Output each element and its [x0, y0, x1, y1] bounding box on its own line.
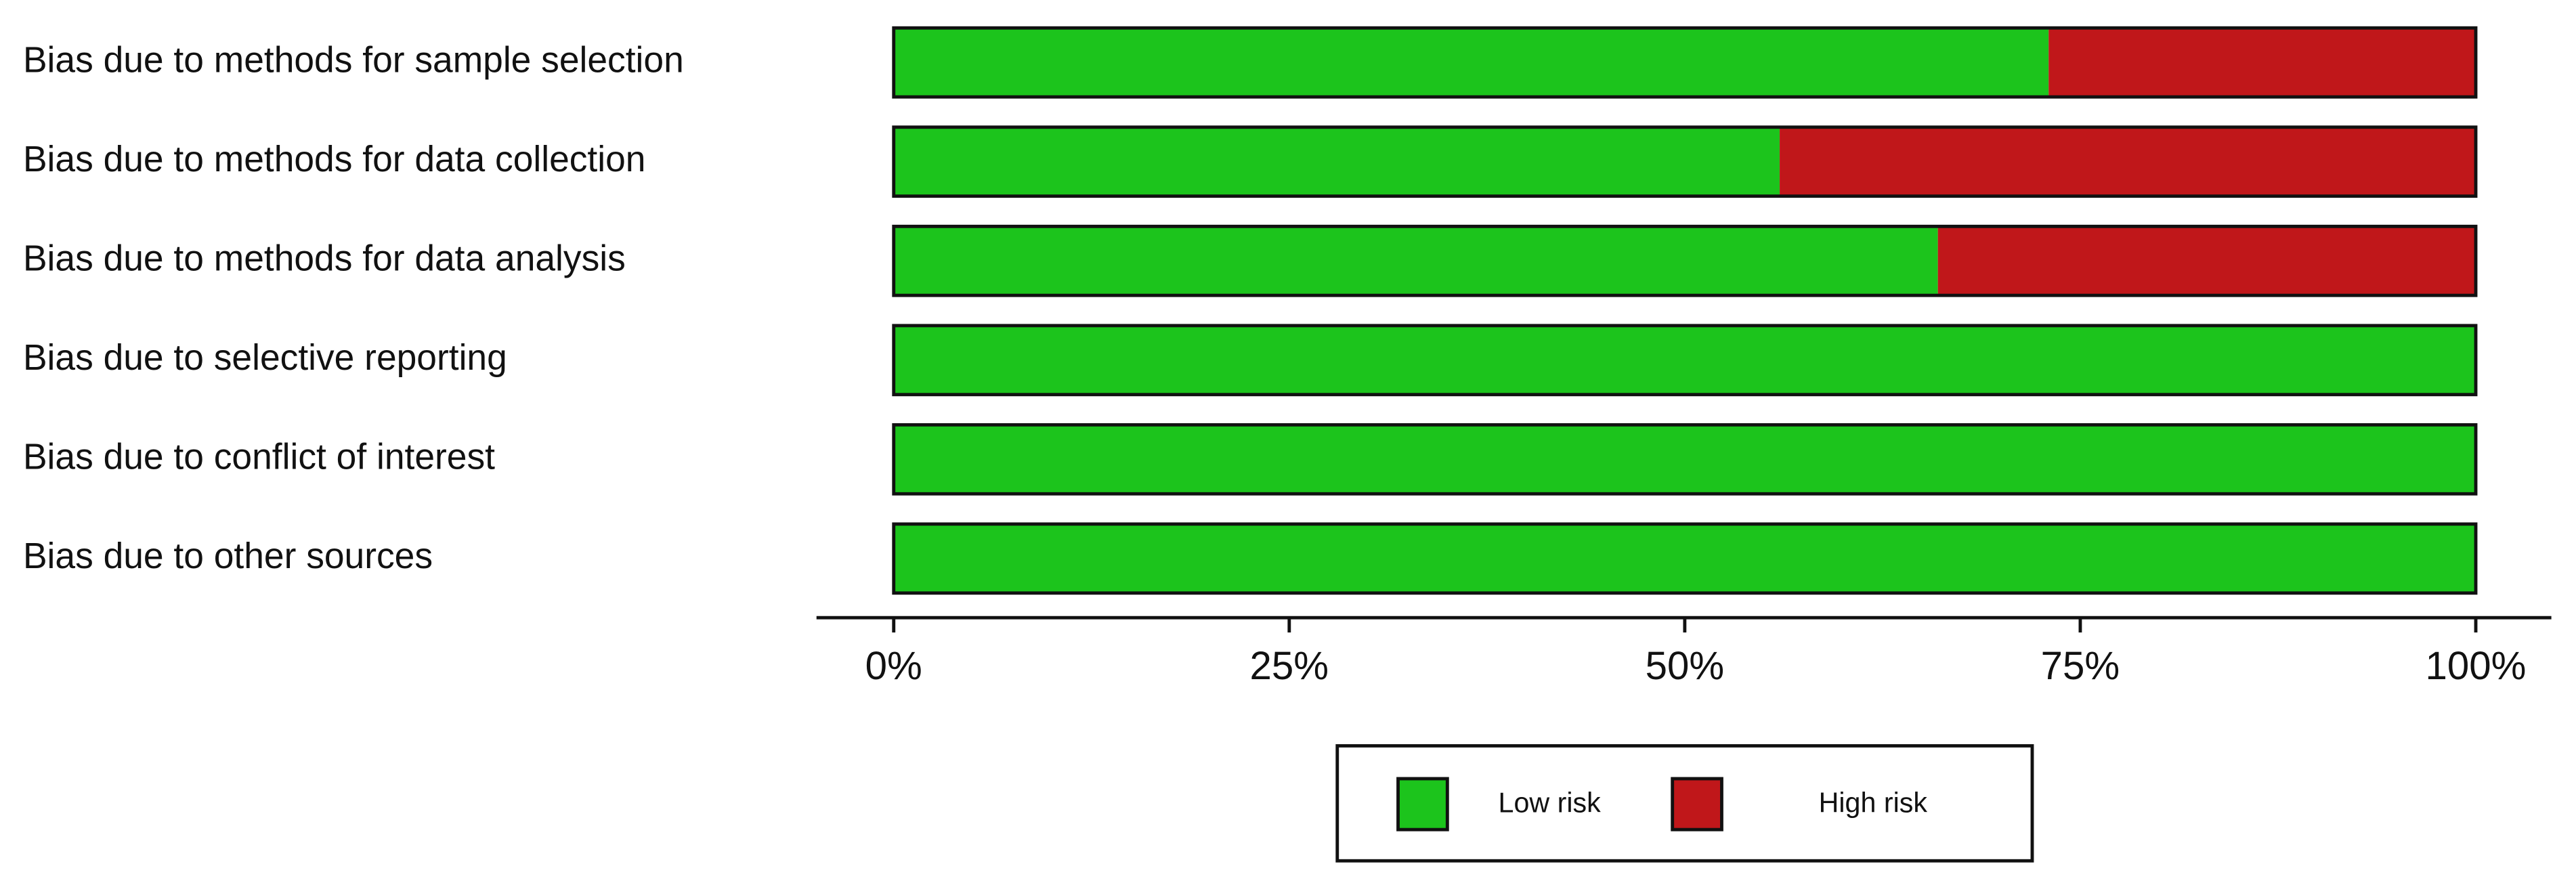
- x-tick-label: 100%: [2426, 644, 2527, 688]
- category-label: Bias due to methods for data collection: [23, 139, 646, 179]
- x-tick-label: 25%: [1250, 644, 1329, 688]
- x-tick-label: 75%: [2041, 644, 2120, 688]
- category-label: Bias due to conflict of interest: [23, 437, 495, 477]
- bar-segment: [2048, 28, 2476, 98]
- bar-segment: [893, 325, 2476, 395]
- bar-outline: [892, 324, 2478, 397]
- x-tick-label: 0%: [865, 644, 922, 688]
- category-label: Bias due to selective reporting: [23, 338, 507, 378]
- bar-segment: [893, 523, 2476, 593]
- bar-outline: [892, 224, 2478, 297]
- category-label: Bias due to methods for sample selection: [23, 40, 684, 80]
- bar-outline: [892, 26, 2478, 99]
- bar-segment: [1780, 127, 2476, 196]
- bar-outline: [892, 125, 2478, 198]
- bar-segment: [893, 425, 2476, 494]
- category-label: Bias due to methods for data analysis: [23, 238, 626, 278]
- bar-segment: [1937, 226, 2476, 296]
- legend-swatch: [1671, 777, 1723, 832]
- bar-segment: [893, 28, 2049, 98]
- legend-label: High risk: [1819, 788, 1928, 819]
- bar-segment: [893, 127, 1780, 196]
- x-tick-label: 50%: [1646, 644, 1725, 688]
- bar-segment: [893, 226, 1938, 296]
- legend-label: Low risk: [1499, 788, 1602, 819]
- bar-outline: [892, 522, 2478, 595]
- legend-swatch: [1396, 777, 1449, 832]
- legend-box: [1335, 744, 2034, 863]
- category-label: Bias due to other sources: [23, 536, 433, 576]
- bar-outline: [892, 423, 2478, 496]
